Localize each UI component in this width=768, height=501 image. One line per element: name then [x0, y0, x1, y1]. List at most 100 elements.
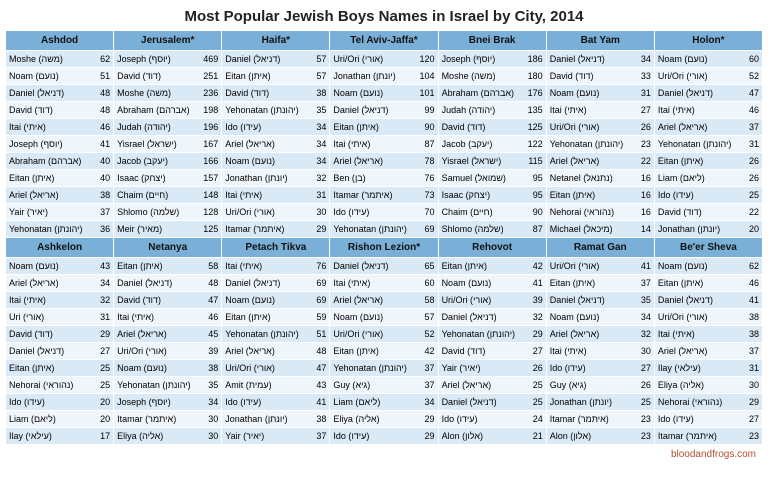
count-cell: 90 — [523, 207, 543, 217]
city-header: Haifa* — [222, 31, 329, 51]
count-cell: 31 — [631, 88, 651, 98]
name-cell: Judah (יהודה) — [117, 122, 198, 132]
name-cell: Joseph (יוסף) — [117, 54, 198, 64]
count-cell: 38 — [198, 363, 218, 373]
count-cell: 157 — [198, 173, 218, 183]
count-cell: 101 — [415, 88, 435, 98]
count-cell: 29 — [415, 414, 435, 424]
name-row: Itamar (איתמר)23 — [655, 428, 762, 445]
name-cell: Yehonatan (יהונתן) — [225, 105, 306, 115]
name-cell: Meir (מאיר) — [117, 224, 198, 234]
count-cell: 51 — [90, 71, 110, 81]
name-cell: David (דוד) — [117, 295, 198, 305]
name-row: Eitan (איתן)58 — [114, 258, 221, 275]
name-row: Netanel (נתנאל)16 — [547, 170, 654, 187]
name-cell: Ariel (אריאל) — [9, 278, 90, 288]
name-row: Daniel (דניאל)35 — [547, 292, 654, 309]
count-cell: 58 — [415, 295, 435, 305]
name-row: Yisrael (ישראל)167 — [114, 136, 221, 153]
count-cell: 25 — [90, 380, 110, 390]
name-cell: Itamar (איתמר) — [225, 224, 306, 234]
name-row: Noam (נועם)62 — [655, 258, 762, 275]
count-cell: 34 — [306, 122, 326, 132]
name-row: Yehonatan (יהונתן)31 — [655, 136, 762, 153]
name-cell: Eitan (איתן) — [225, 312, 306, 322]
count-cell: 38 — [90, 190, 110, 200]
name-row: Daniel (דניאל)32 — [439, 309, 546, 326]
count-cell: 27 — [631, 105, 651, 115]
count-cell: 120 — [415, 54, 435, 64]
name-row: Yair (יאיר)37 — [6, 204, 113, 221]
name-cell: Isaac (יצחק) — [117, 173, 198, 183]
name-cell: Chaim (חיים) — [117, 190, 198, 200]
name-row: Ido (עידו)20 — [6, 394, 113, 411]
count-cell: 42 — [415, 346, 435, 356]
count-cell: 34 — [415, 397, 435, 407]
name-row: Yehonatan (יהונתן)35 — [222, 102, 329, 119]
name-row: Jonathan (יונתן)32 — [222, 170, 329, 187]
city-header: Ramat Gan — [547, 238, 654, 258]
name-cell: Yehonatan (יהונתן) — [225, 329, 306, 339]
count-cell: 58 — [198, 261, 218, 271]
name-row: Eitan (איתן)40 — [6, 170, 113, 187]
name-row: Itamar (איתמר)29 — [222, 221, 329, 238]
count-cell: 25 — [631, 397, 651, 407]
name-cell: Ido (עידו) — [550, 363, 631, 373]
name-row: Uri/Ori (אורי)47 — [222, 360, 329, 377]
name-cell: Moshe (משה) — [117, 88, 198, 98]
count-cell: 24 — [523, 414, 543, 424]
count-cell: 27 — [90, 346, 110, 356]
count-cell: 99 — [415, 105, 435, 115]
count-cell: 32 — [306, 173, 326, 183]
name-row: Uri (אורי)31 — [6, 309, 113, 326]
count-cell: 125 — [523, 122, 543, 132]
name-row: Daniel (דניאל)25 — [439, 394, 546, 411]
name-row: Eitan (איתן)25 — [6, 360, 113, 377]
name-cell: Noam (נועם) — [658, 261, 739, 271]
name-row: Ariel (אריאל)45 — [114, 326, 221, 343]
city-header: Rehovot — [439, 238, 546, 258]
count-cell: 62 — [739, 261, 759, 271]
name-row: Yisrael (ישראל)115 — [439, 153, 546, 170]
count-cell: 29 — [739, 397, 759, 407]
name-cell: Ido (עידו) — [225, 122, 306, 132]
city-header: Ashkelon — [6, 238, 113, 258]
name-cell: Shlomo (שלמה) — [442, 224, 523, 234]
count-cell: 60 — [415, 278, 435, 288]
name-row: Itai (איתי)76 — [222, 258, 329, 275]
city-column: Tel Aviv-Jaffa*Uri/Ori (אורי)120Jonathan… — [330, 31, 438, 238]
name-row: Ariel (אריאל)37 — [655, 343, 762, 360]
count-cell: 30 — [198, 414, 218, 424]
count-cell: 14 — [631, 224, 651, 234]
name-row: Uri/Ori (אורי)39 — [114, 343, 221, 360]
name-cell: Itai (איתי) — [117, 312, 198, 322]
name-cell: Ido (עידו) — [225, 397, 306, 407]
name-cell: David (דוד) — [442, 346, 523, 356]
city-column: Bnei BrakJoseph (יוסף)186Moshe (משה)180A… — [439, 31, 547, 238]
name-row: Itai (איתי)46 — [655, 102, 762, 119]
name-row: Yair (יאיר)26 — [439, 360, 546, 377]
name-row: David (דוד)48 — [6, 102, 113, 119]
count-cell: 37 — [631, 278, 651, 288]
source-credit: bloodandfrogs.com — [6, 449, 762, 460]
name-row: Noam (נועם)34 — [222, 153, 329, 170]
name-cell: Eitan (איתן) — [117, 261, 198, 271]
name-row: Jacob (יעקב)166 — [114, 153, 221, 170]
count-cell: 29 — [306, 224, 326, 234]
name-row: Ido (עידו)70 — [330, 204, 437, 221]
name-cell: Yehonatan (יהונתן) — [442, 329, 523, 339]
name-cell: Ariel (אריאל) — [9, 190, 90, 200]
name-row: Judah (יהודה)135 — [439, 102, 546, 119]
name-row: Isaac (יצחק)95 — [439, 187, 546, 204]
name-cell: David (דוד) — [658, 207, 739, 217]
name-row: Ido (עידו)41 — [222, 394, 329, 411]
count-cell: 23 — [631, 139, 651, 149]
name-cell: Daniel (דניאל) — [333, 105, 414, 115]
name-cell: Daniel (דניאל) — [225, 278, 306, 288]
name-row: Alon (אלון)23 — [547, 428, 654, 445]
name-row: Yehonatan (יהונתן)69 — [330, 221, 437, 238]
name-row: David (דוד)33 — [547, 68, 654, 85]
name-row: Ariel (אריאל)34 — [6, 275, 113, 292]
name-row: Joseph (יוסף)34 — [114, 394, 221, 411]
count-cell: 37 — [415, 363, 435, 373]
